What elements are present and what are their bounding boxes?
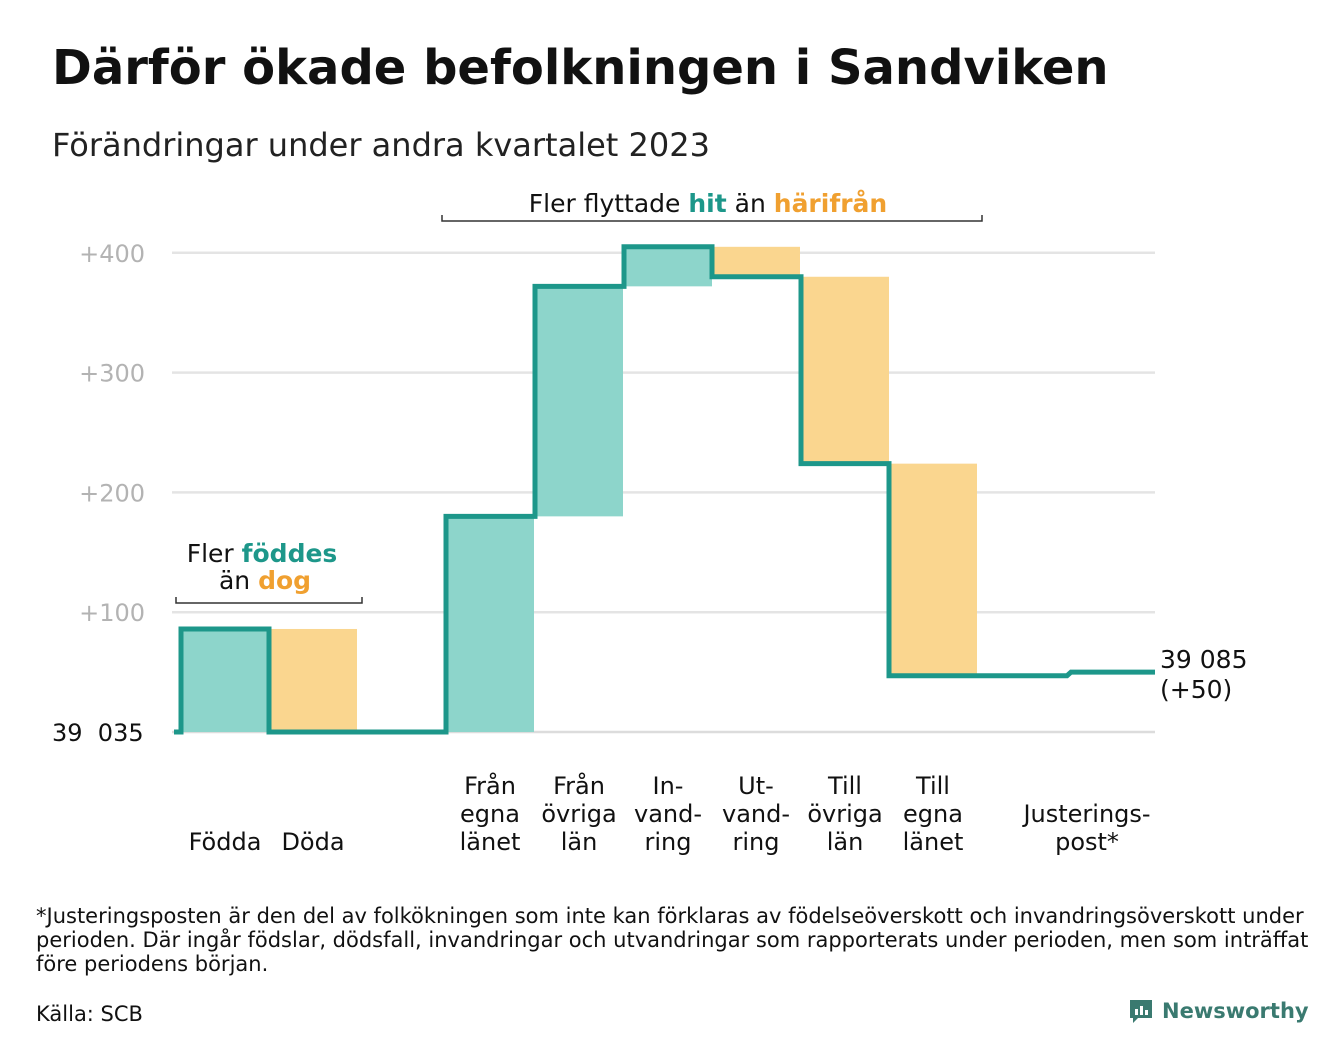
x-category-label: Från övriga län — [541, 771, 616, 856]
y-tick-label: +200 — [79, 479, 145, 507]
births-annotation-line1: Fler föddes — [187, 539, 338, 568]
x-category-label: Justerings-post* — [1021, 800, 1150, 856]
decrease-bar — [712, 246, 800, 277]
x-category-label: Ut-vand-ring — [722, 772, 790, 856]
decrease-bar — [801, 276, 889, 464]
births-bracket — [175, 597, 363, 604]
waterfall-chart: +100 +200 +300 +400 39 035 Födda Döda Från egna… — [52, 189, 1247, 856]
y-tick-label: +400 — [79, 240, 145, 268]
births-annotation-line2: än dog — [219, 566, 311, 595]
footnote: *Justeringsposten är den del av folkökni… — [36, 904, 1309, 976]
brand-logo: Newsworthy — [1128, 998, 1309, 1024]
x-category-label: Från egna länet — [460, 771, 521, 856]
x-category-label: Döda — [281, 828, 344, 856]
end-change-label: (+50) — [1160, 675, 1232, 704]
y-tick-label: +100 — [79, 599, 145, 627]
source-note: Källa: SCB — [36, 1002, 143, 1026]
increase-bar — [535, 286, 623, 517]
x-category-label: Till övriga län — [807, 772, 882, 856]
baseline-value-label: 39 035 — [52, 719, 144, 747]
x-category-label: Födda — [189, 828, 262, 856]
x-category-label: Till egna länet — [903, 772, 964, 856]
migration-annotation: Fler flyttade hit än härifrån — [529, 189, 887, 218]
migration-bracket — [441, 215, 983, 222]
increase-bar — [624, 246, 712, 287]
decrease-bar — [889, 463, 977, 676]
chart-title: Därför ökade befolkningen i Sandviken — [52, 40, 1109, 96]
increase-bar — [181, 628, 269, 732]
x-category-label: In-vand-ring — [634, 772, 702, 856]
chart-subtitle: Förändringar under andra kvartalet 2023 — [52, 126, 710, 164]
end-total-label: 39 085 — [1160, 645, 1247, 674]
increase-bar — [446, 516, 534, 732]
brand-name: Newsworthy — [1162, 999, 1309, 1023]
cumulative-step-line — [174, 244, 1155, 735]
decrease-bar — [269, 628, 357, 732]
newsworthy-logo-icon — [1130, 1000, 1152, 1023]
y-tick-label: +300 — [79, 360, 145, 388]
